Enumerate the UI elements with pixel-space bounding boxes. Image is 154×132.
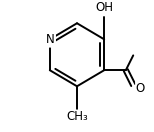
Text: O: O (136, 82, 145, 95)
Text: CH₃: CH₃ (66, 110, 88, 123)
Text: OH: OH (95, 1, 113, 14)
Text: N: N (45, 33, 54, 46)
